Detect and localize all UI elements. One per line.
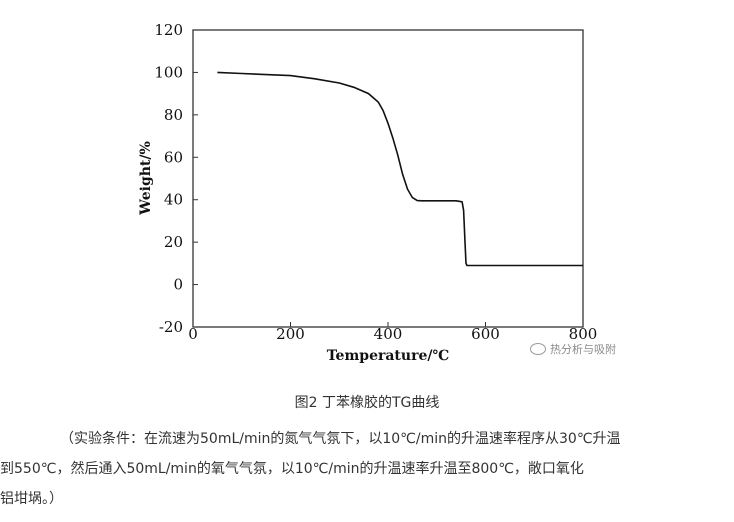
y-axis-ticks: 120 100 80 60 40 20 0 -20 (154, 21, 198, 336)
y-tick-label: -20 (159, 318, 183, 336)
note-line-3: 铝坩埚。） (0, 491, 63, 507)
y-tick-label: 100 (154, 63, 183, 81)
x-tick-label: 200 (276, 325, 305, 343)
watermark-text: 热分析与吸附 (550, 343, 616, 356)
y-axis-title: Weight/% (138, 141, 154, 216)
figure-caption: 图2 丁苯橡胶的TG曲线 (294, 395, 440, 411)
y-tick-label: 0 (173, 276, 183, 294)
note-line-1: （实验条件：在流速为50mL/min的氮气气氛下，以10℃/min的升温速率程序… (60, 431, 621, 447)
wechat-icon (530, 343, 546, 355)
x-tick-label: 400 (374, 325, 403, 343)
note-line-2: 到550℃，然后通入50mL/min的氧气气氛，以10℃/min的升温速率升温至… (0, 461, 584, 477)
x-axis-ticks: 0 200 400 600 800 (188, 322, 597, 343)
y-tick-label: 80 (164, 106, 183, 124)
watermark: 热分析与吸附 (530, 341, 616, 357)
y-tick-label: 20 (164, 233, 183, 251)
x-axis-title: Temperature/℃ (327, 348, 450, 364)
x-tick-label: 800 (569, 325, 598, 343)
experiment-note: （实验条件：在流速为50mL/min的氮气气氛下，以10℃/min的升温速率程序… (0, 424, 730, 514)
x-tick-label: 0 (188, 325, 198, 343)
y-tick-label: 40 (164, 191, 183, 209)
x-tick-label: 600 (471, 325, 500, 343)
y-tick-label: 60 (164, 148, 183, 166)
tg-curve (217, 71, 583, 267)
y-tick-label: 120 (154, 21, 183, 39)
